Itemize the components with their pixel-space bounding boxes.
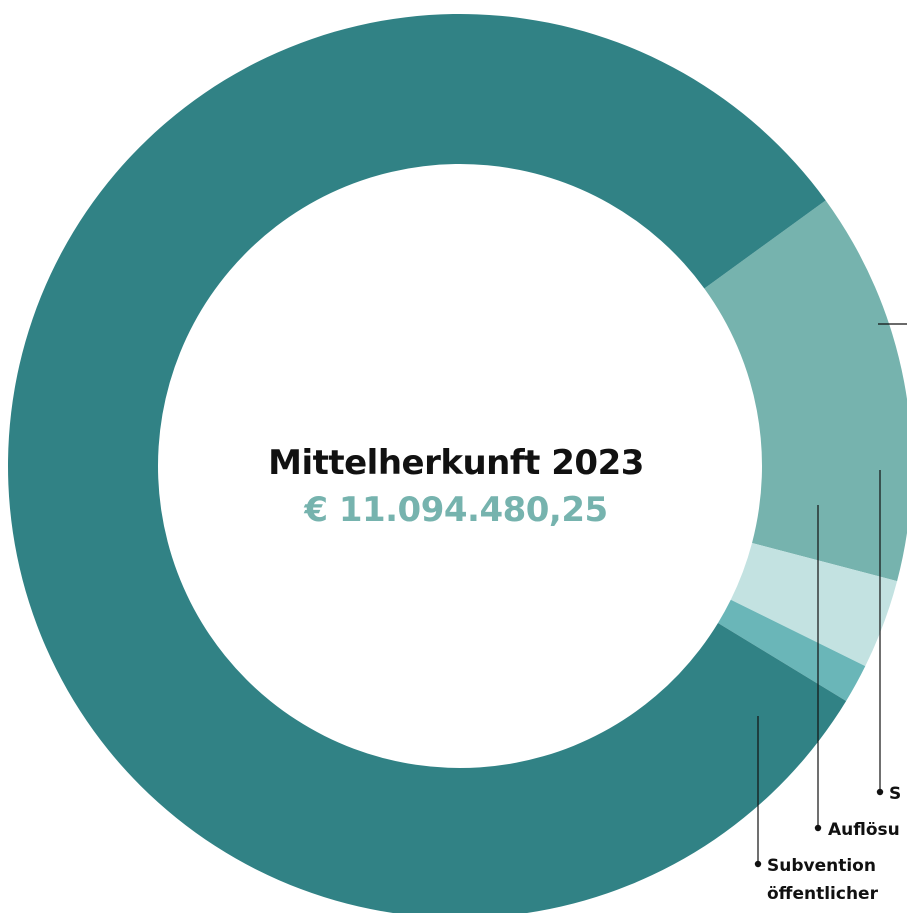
donut-slices	[8, 14, 907, 913]
donut-slice-1	[730, 542, 898, 667]
leader-dot-slice-2	[814, 824, 822, 832]
leader-lines: S Auflösu Subvention öffentlicher	[754, 323, 907, 904]
slice-label-2: Auflösu	[828, 820, 900, 840]
leader-dot-slice-3	[754, 860, 762, 868]
slice-label-3: Subvention	[767, 856, 876, 876]
chart-title: Mittelherkunft 2023	[268, 443, 644, 483]
donut-slice-3	[8, 14, 847, 913]
leader-dot-slice-1	[876, 788, 884, 796]
donut-slice-2	[717, 599, 866, 701]
slice-label-3-line2: öffentlicher	[767, 884, 879, 904]
donut-slice-0	[704, 200, 907, 582]
slice-label-1: S	[889, 784, 901, 804]
chart-total: € 11.094.480,25	[303, 490, 607, 530]
